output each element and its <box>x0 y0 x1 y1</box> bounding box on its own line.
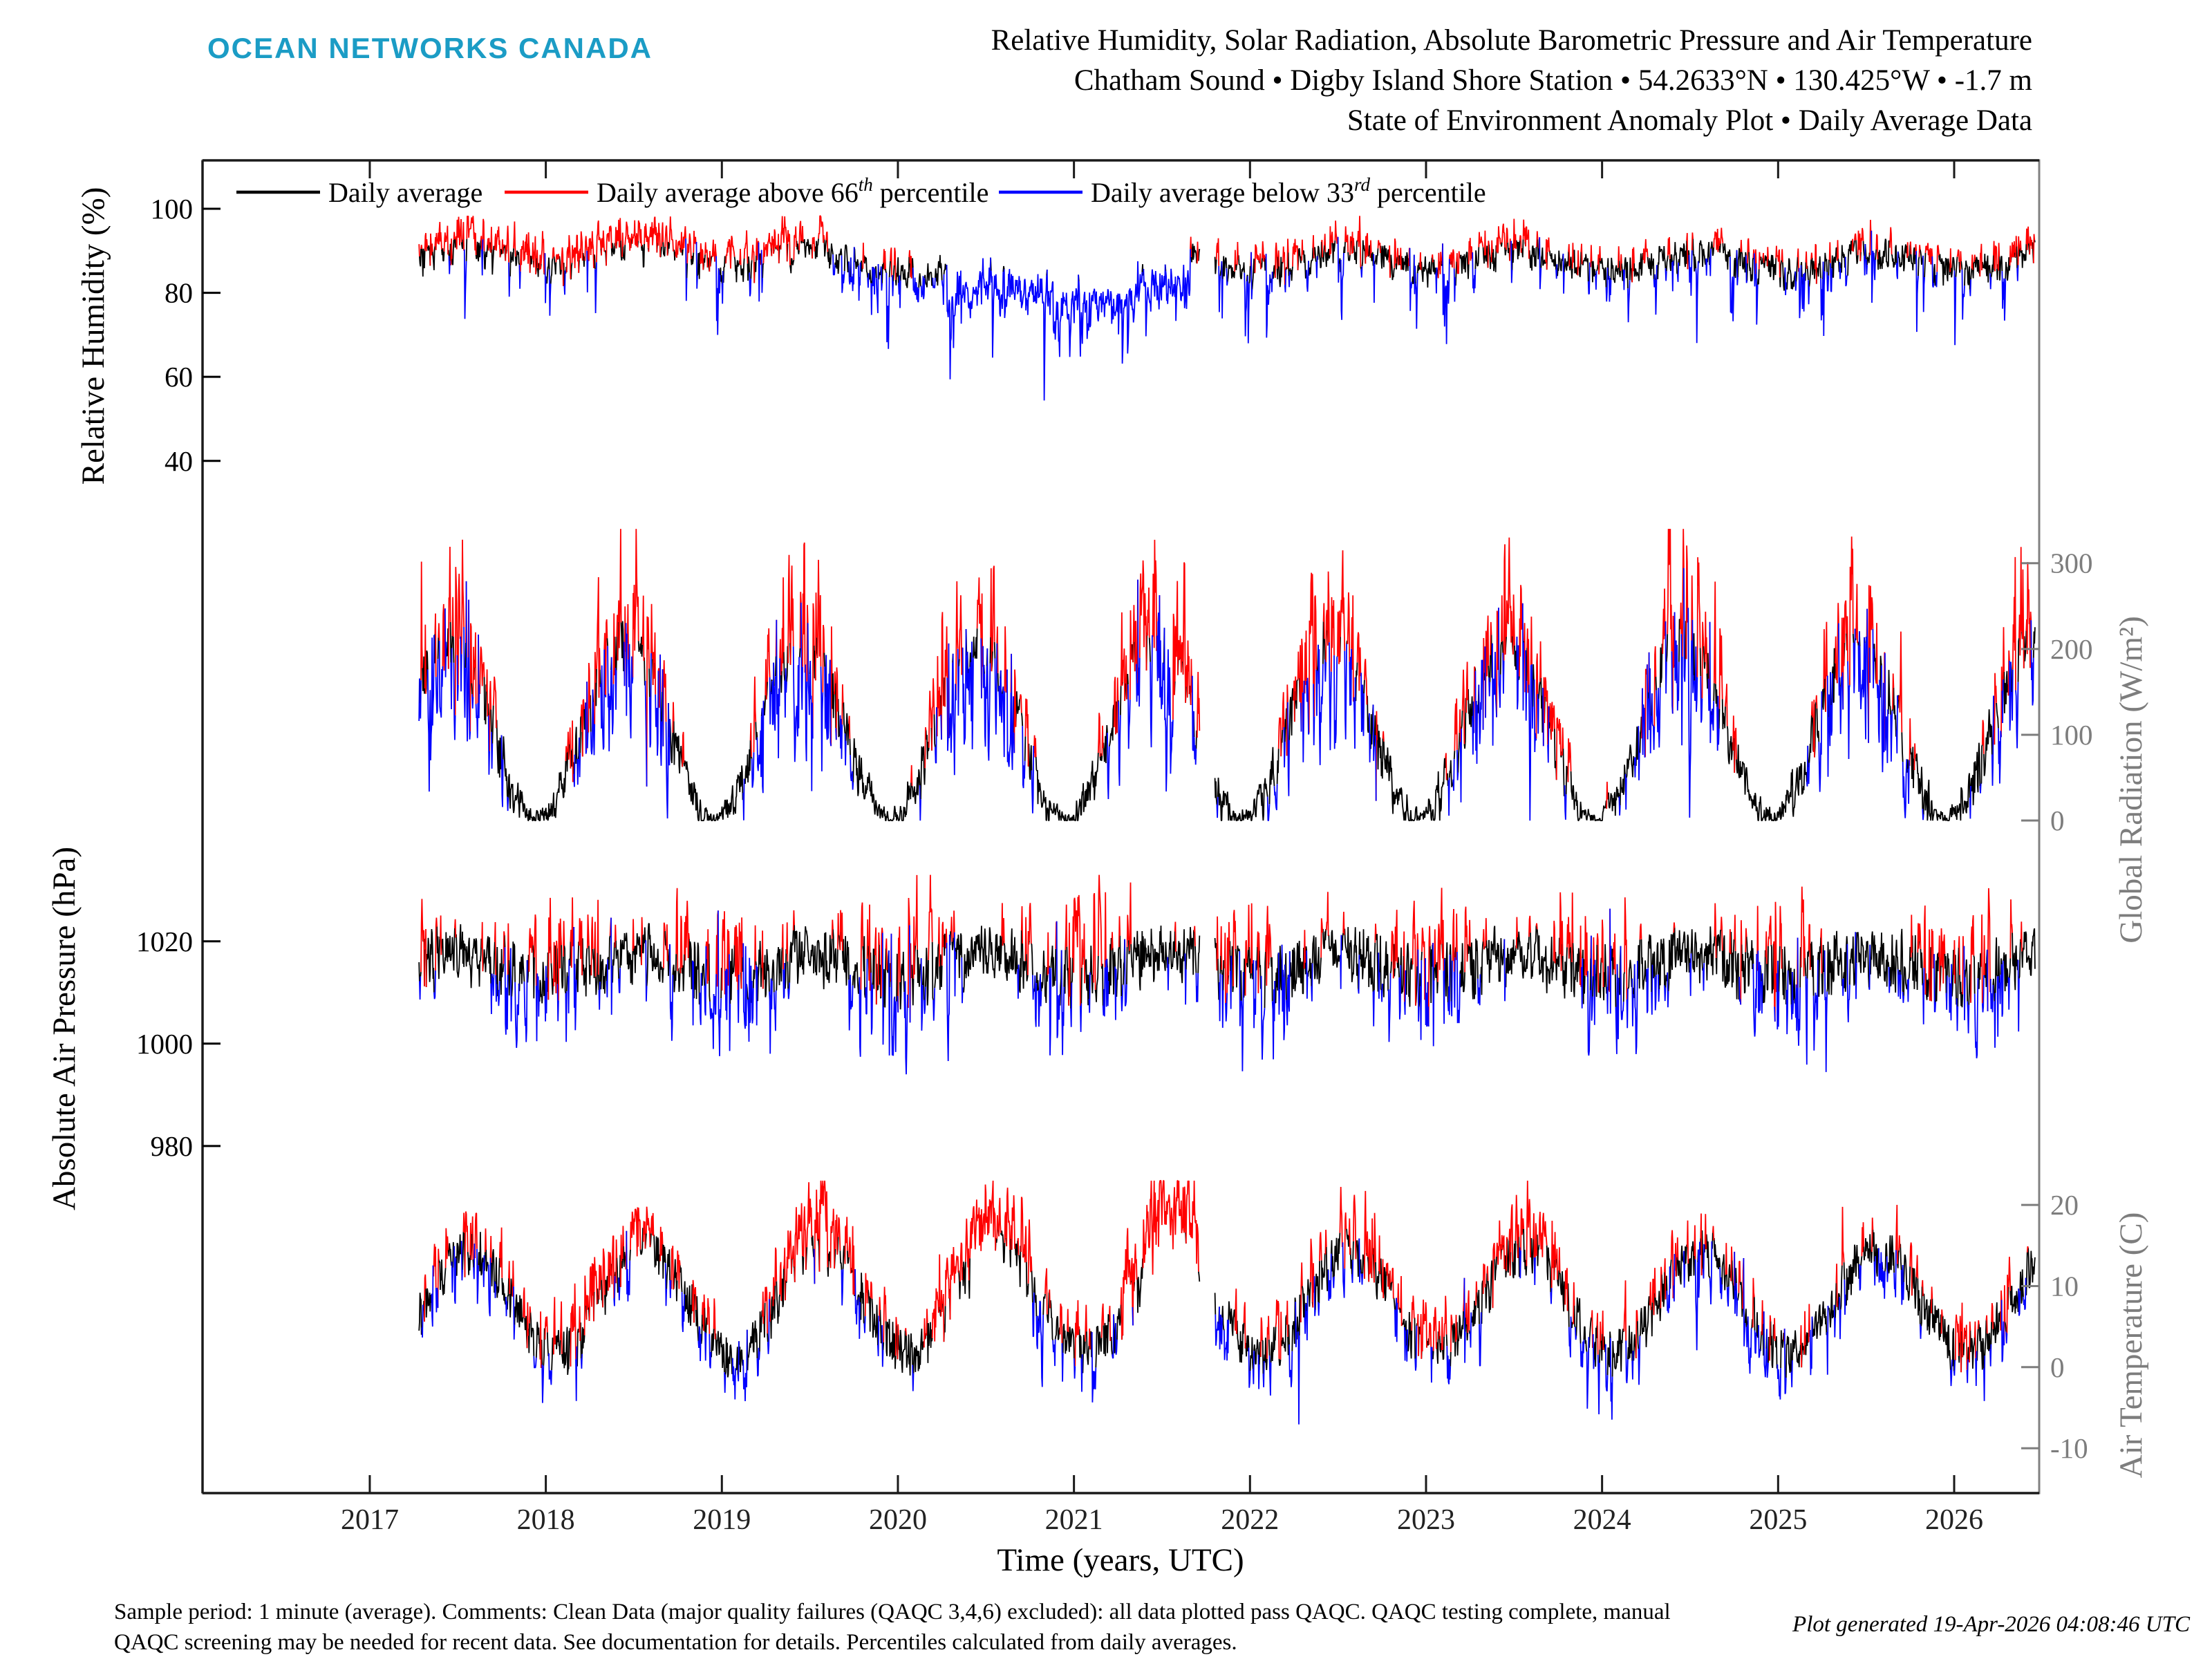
x-tick-label-2017: 2017 <box>341 1504 399 1536</box>
y-tick-label-air-temperature-20: 20 <box>2050 1189 2079 1221</box>
series-relative-humidity-below-33rd-percentile <box>448 230 2019 401</box>
y-tick-label-relative-humidity-100: 100 <box>151 193 194 225</box>
axis-ticks: 2017 2018 2019 2020 2021 2022 2023 2024 2025 2026… <box>136 160 2093 1536</box>
series-relative-humidity-daily-average <box>419 238 2036 291</box>
x-tick-label-2024: 2024 <box>1573 1504 1631 1536</box>
y-tick-label-global-radiation-0: 0 <box>2050 805 2065 836</box>
y-tick-label-absolute-air-pressure-1000: 1000 <box>136 1028 193 1060</box>
ocean-networks-canada-logo: OCEAN NETWORKS CANADA <box>207 32 653 64</box>
y-tick-label-absolute-air-pressure-980: 980 <box>151 1130 194 1162</box>
x-tick-label-2019: 2019 <box>693 1504 751 1536</box>
series-absolute-air-pressure-above-66th-percentile <box>420 874 2023 1027</box>
data-series <box>418 215 2036 1425</box>
ylabel-absolute-air-pressure: Absolute Air Pressure (hPa) <box>46 847 82 1210</box>
plot-title-line3: State of Environment Anomaly Plot • Dail… <box>1347 104 2032 137</box>
x-tick-label-2020: 2020 <box>869 1504 927 1536</box>
series-global-radiation-below-33rd-percentile <box>418 568 2034 821</box>
series-relative-humidity-above-66th-percentile <box>418 215 2036 286</box>
footer-comments-line2: QAQC screening may be needed for recent … <box>114 1630 1237 1655</box>
series-global-radiation-above-66th-percentile <box>420 529 2032 809</box>
xlabel-time: Time (years, UTC) <box>997 1542 1244 1578</box>
series-air-temperature-above-66th-percentile <box>424 1180 2029 1373</box>
y-tick-label-air-temperature-0: 0 <box>2050 1351 2065 1383</box>
legend-label-1: Daily average above 66th percentile <box>597 174 988 208</box>
ylabel-air-temperature: Air Temperature (C) <box>2113 1212 2149 1479</box>
footer-plot-generated: Plot generated 19-Apr-2026 04:08:46 UTC <box>1792 1612 2191 1637</box>
series-air-temperature-below-33rd-percentile <box>421 1230 2027 1425</box>
y-tick-label-global-radiation-100: 100 <box>2050 719 2093 751</box>
y-tick-label-relative-humidity-80: 80 <box>165 277 193 309</box>
plot-title-line2: Chatham Sound • Digby Island Shore Stati… <box>1074 64 2032 97</box>
legend: Daily average Daily average above 66th pe… <box>236 174 1486 208</box>
y-tick-label-relative-humidity-40: 40 <box>165 445 193 477</box>
y-tick-label-global-radiation-300: 300 <box>2050 547 2093 579</box>
ylabel-relative-humidity: Relative Humidity (%) <box>75 187 111 485</box>
series-absolute-air-pressure-below-33rd-percentile <box>419 908 2020 1075</box>
x-tick-label-2021: 2021 <box>1045 1504 1103 1536</box>
y-tick-label-absolute-air-pressure-1020: 1020 <box>136 926 193 957</box>
plot-frame <box>201 159 2041 1494</box>
y-tick-label-relative-humidity-60: 60 <box>165 361 193 393</box>
series-global-radiation-daily-average <box>419 619 2036 821</box>
x-tick-label-2022: 2022 <box>1221 1504 1279 1536</box>
x-tick-label-2025: 2025 <box>1749 1504 1807 1536</box>
y-tick-label-air-temperature--10: -10 <box>2050 1432 2088 1464</box>
ylabel-global-radiation: Global Radiation (W/m²) <box>2113 616 2149 944</box>
legend-label-0: Daily average <box>328 177 482 208</box>
x-tick-label-2026: 2026 <box>1925 1504 1983 1536</box>
y-tick-label-global-radiation-200: 200 <box>2050 633 2093 665</box>
series-absolute-air-pressure-daily-average <box>418 923 2036 1010</box>
plot-title-line1: Relative Humidity, Solar Radiation, Abso… <box>991 24 2032 57</box>
legend-label-2: Daily average below 33rd percentile <box>1091 174 1486 208</box>
x-tick-label-2018: 2018 <box>517 1504 575 1536</box>
y-tick-label-air-temperature-10: 10 <box>2050 1270 2079 1302</box>
footer-comments-line1: Sample period: 1 minute (average). Comme… <box>114 1600 1671 1624</box>
x-tick-label-2023: 2023 <box>1397 1504 1455 1536</box>
